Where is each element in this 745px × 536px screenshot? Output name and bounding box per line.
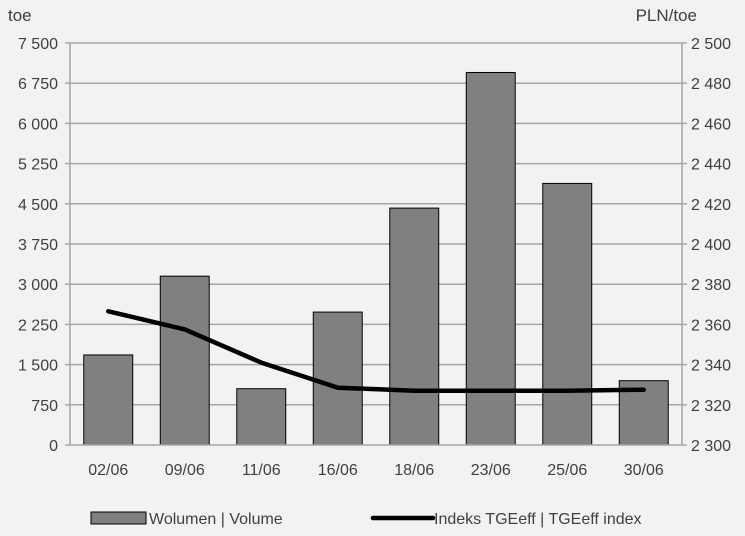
- y-left-tick-label: 7 500: [18, 36, 58, 53]
- y-left-tick-label: 3 750: [18, 237, 58, 254]
- y-left-tick-label: 750: [31, 398, 58, 415]
- bar-25/06: [542, 182, 593, 446]
- index-line: [106, 309, 647, 393]
- index-series-line: [106, 309, 647, 393]
- legend: Wolumen | Volume Indeks TGEeff | TGEeff i…: [90, 511, 642, 528]
- bar-11/06: [236, 388, 287, 446]
- y-right-tick-label: 2 500: [691, 36, 731, 53]
- x-tick-label: 25/06: [547, 462, 587, 479]
- bar-23/06: [465, 71, 516, 446]
- x-tick-label: 30/06: [624, 462, 664, 479]
- bar-18/06: [389, 207, 440, 446]
- x-tick-label: 23/06: [471, 462, 511, 479]
- y-left-tick-label: 3 000: [18, 277, 58, 294]
- y-right-tick-label: 2 460: [691, 116, 731, 133]
- y-right-tick-label: 2 360: [691, 317, 731, 334]
- bar-09/06: [159, 275, 210, 446]
- x-tick-label: 09/06: [165, 462, 205, 479]
- bar-02/06: [83, 354, 134, 446]
- y-left-tick-label: 5 250: [18, 157, 58, 174]
- y-right-tick-label: 2 320: [691, 398, 731, 415]
- x-tick-label: 18/06: [394, 462, 434, 479]
- y-right-tick-label: 2 300: [691, 438, 731, 455]
- y-right-tick-label: 2 420: [691, 197, 731, 214]
- y-left-tick-label: 0: [49, 438, 58, 455]
- y-right-tick-label: 2 400: [691, 237, 731, 254]
- y-left-tick-label: 6 750: [18, 76, 58, 93]
- y-left-tick-label: 2 250: [18, 317, 58, 334]
- y-right-tick-label: 2 480: [691, 76, 731, 93]
- tick-labels: 0 750 1 500 2 250 3 000 3 750 4 500 5 250 6 000 6…: [18, 36, 731, 479]
- y-left-axis-label: toe: [8, 6, 32, 25]
- bar-16/06: [312, 311, 363, 446]
- x-tick-label: 16/06: [318, 462, 358, 479]
- y-right-tick-label: 2 340: [691, 358, 731, 375]
- y-left-tick-label: 6 000: [18, 116, 58, 133]
- axes: [65, 42, 687, 446]
- y-left-tick-label: 1 500: [18, 358, 58, 375]
- legend-swatch-volume: [90, 511, 147, 525]
- legend-label-index: Indeks TGEeff | TGEeff index: [434, 511, 642, 528]
- y-left-tick-label: 4 500: [18, 197, 58, 214]
- y-right-tick-label: 2 440: [691, 157, 731, 174]
- legend-label-volume: Wolumen | Volume: [149, 511, 283, 528]
- x-tick-label: 02/06: [88, 462, 128, 479]
- y-right-axis-label: PLN/toe: [636, 6, 697, 25]
- x-tick-label: 11/06: [242, 462, 281, 479]
- y-right-tick-label: 2 380: [691, 277, 731, 294]
